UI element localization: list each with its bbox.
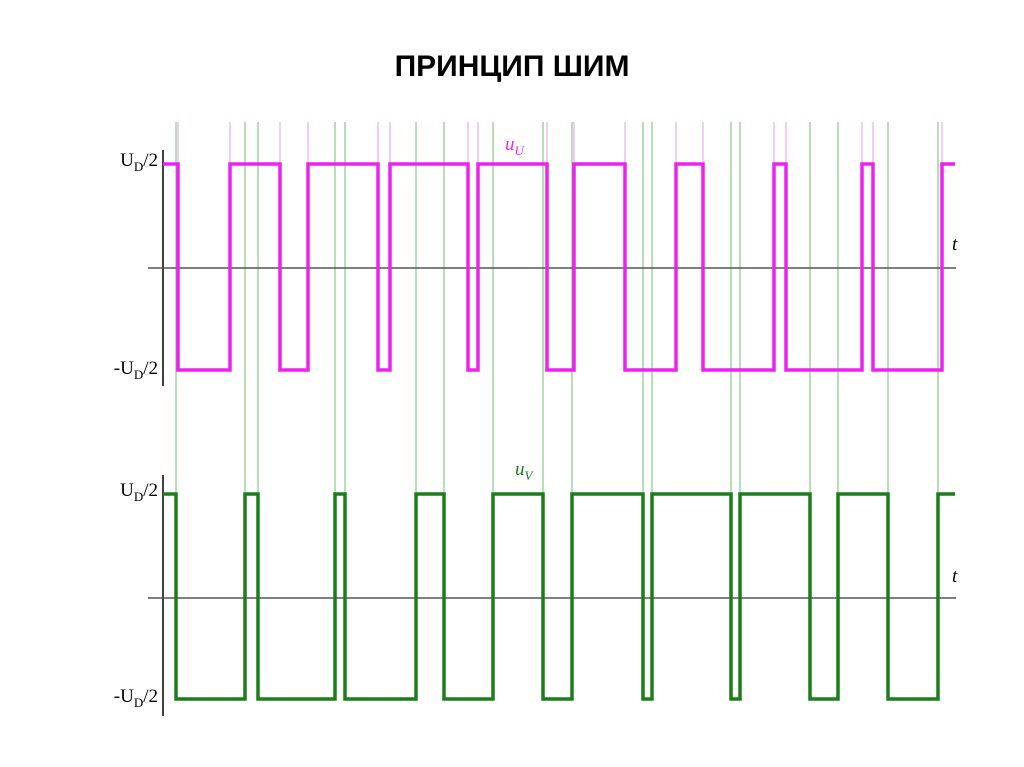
label-main: u bbox=[515, 459, 525, 480]
label-main: -U bbox=[114, 686, 134, 707]
guide-lines bbox=[175, 122, 943, 700]
axis-label: t bbox=[952, 234, 958, 255]
label-rest: /2 bbox=[143, 480, 158, 501]
label-sub: D bbox=[134, 695, 143, 710]
label-sub: D bbox=[134, 489, 143, 504]
waveform-v bbox=[163, 492, 955, 701]
level-label: uU bbox=[505, 134, 526, 158]
label-main: U bbox=[120, 480, 134, 501]
label-main: -U bbox=[114, 358, 134, 379]
label-rest: /2 bbox=[143, 150, 158, 171]
level-label: uV bbox=[515, 459, 535, 483]
level-label: -UD/2 bbox=[114, 686, 158, 710]
label-sub: D bbox=[134, 367, 143, 382]
label-main: U bbox=[120, 150, 134, 171]
axis-label: t bbox=[952, 566, 958, 587]
label-main: u bbox=[505, 134, 515, 155]
level-label: -UD/2 bbox=[114, 358, 158, 382]
label-rest: /2 bbox=[143, 358, 158, 379]
level-label: UD/2 bbox=[120, 150, 158, 174]
label-sub: D bbox=[134, 159, 143, 174]
level-label: UD/2 bbox=[120, 480, 158, 504]
label-sub: V bbox=[525, 468, 535, 483]
label-sub: U bbox=[515, 143, 526, 158]
label-rest: /2 bbox=[143, 686, 158, 707]
title: ПРИНЦИП ШИМ bbox=[395, 50, 630, 83]
waveform-u bbox=[163, 162, 955, 372]
